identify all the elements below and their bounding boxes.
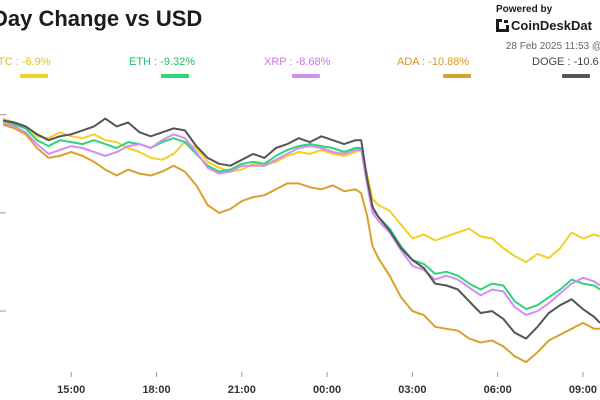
brand-name: CoinDeskDat xyxy=(511,18,592,33)
legend-swatch-eth xyxy=(161,74,189,78)
timestamp: 28 Feb 2025 11:53 @ xyxy=(505,41,600,52)
legend-swatch-xrp xyxy=(292,74,320,78)
brand-row: CoinDeskDat xyxy=(496,18,600,33)
y-tick-marks xyxy=(0,114,6,312)
legend-label-btc: TC : -6.9% xyxy=(0,56,51,68)
powered-by-label: Powered by xyxy=(496,4,553,15)
series-line-doge[interactable] xyxy=(2,117,600,340)
legend-swatch-doge xyxy=(562,74,590,78)
series-lines xyxy=(2,117,600,364)
coindesk-logo-icon xyxy=(496,19,509,32)
legend-item-eth[interactable]: ETH : -9.32% xyxy=(129,56,195,78)
series-line-xrp[interactable] xyxy=(2,121,600,316)
x-tick-label-2: 21:00 xyxy=(228,384,256,396)
legend-label-xrp: XRP : -8.68% xyxy=(264,56,331,68)
legend-label-ada: ADA : -10.88% xyxy=(397,56,470,68)
legend-item-doge[interactable]: DOGE : -10.6 xyxy=(532,56,599,78)
x-tick-label-1: 18:00 xyxy=(142,384,170,396)
legend-label-doge: DOGE : -10.6 xyxy=(532,56,599,68)
legend-item-btc[interactable]: TC : -6.9% xyxy=(0,56,51,78)
x-tick-label-5: 06:00 xyxy=(484,384,512,396)
series-line-eth[interactable] xyxy=(2,119,600,311)
legend-item-ada[interactable]: ADA : -10.88% xyxy=(397,56,471,78)
legend-item-xrp[interactable]: XRP : -8.68% xyxy=(264,56,330,78)
x-tick-label-0: 15:00 xyxy=(57,384,85,396)
x-tick-label-6: 09:00 xyxy=(569,384,597,396)
legend-label-eth: ETH : -9.32% xyxy=(129,56,196,68)
legend-swatch-ada xyxy=(443,74,471,78)
brand-block[interactable]: Powered by CoinDeskDat xyxy=(496,4,600,33)
series-line-ada[interactable] xyxy=(2,123,600,364)
x-tick-label-3: 00:00 xyxy=(313,384,341,396)
x-axis: 15:00 18:00 21:00 00:00 03:00 06:00 09:00 xyxy=(57,372,597,396)
legend: TC : -6.9% ETH : -9.32% XRP : -8.68% ADA… xyxy=(0,56,600,86)
legend-swatch-btc xyxy=(20,74,48,78)
x-tick-label-4: 03:00 xyxy=(398,384,426,396)
series-line-btc[interactable] xyxy=(2,117,600,263)
chart-title: Day Change vs USD xyxy=(0,6,203,31)
